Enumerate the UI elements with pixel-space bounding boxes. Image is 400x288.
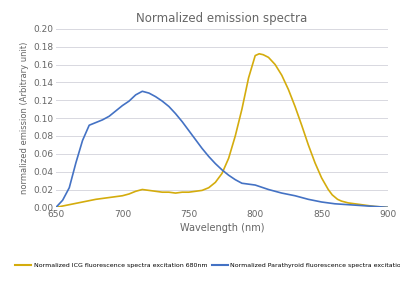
Title: Normalized emission spectra: Normalized emission spectra	[136, 12, 308, 25]
Legend: Normalized ICG fluorescence spectra excitation 680nm, Normalized Parathyroid flu: Normalized ICG fluorescence spectra exci…	[13, 260, 400, 271]
X-axis label: Wavelength (nm): Wavelength (nm)	[180, 223, 264, 233]
Y-axis label: normalized emission (Arbitrary unit): normalized emission (Arbitrary unit)	[20, 42, 29, 194]
